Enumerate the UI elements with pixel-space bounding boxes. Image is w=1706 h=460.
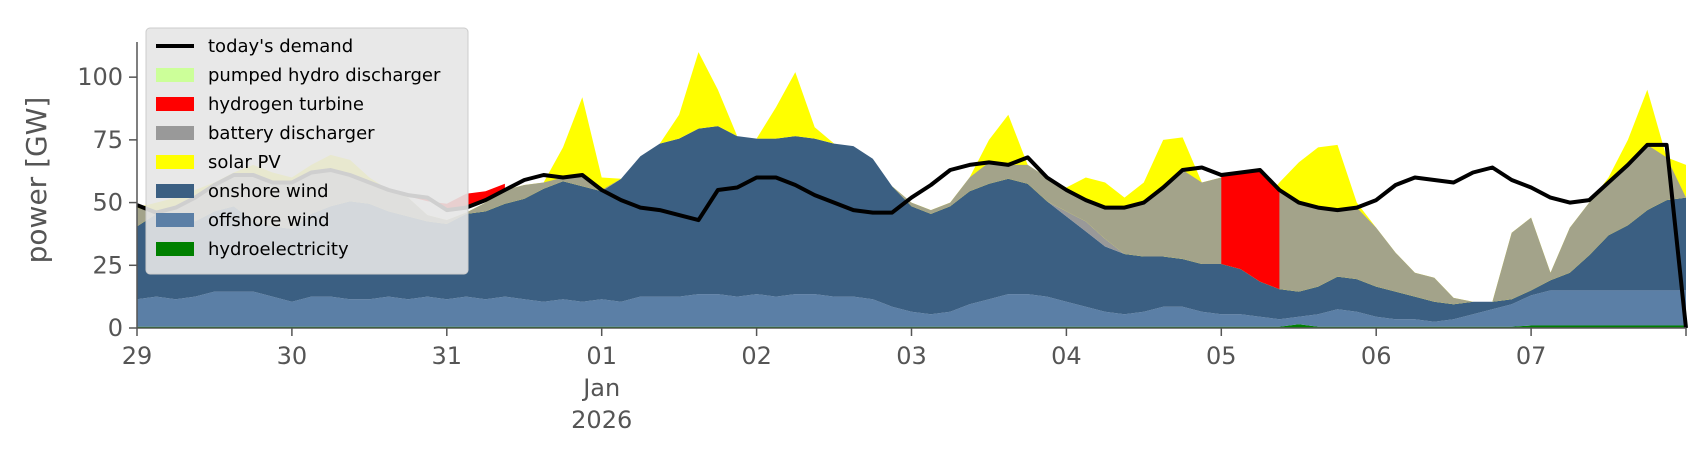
x-tick-label: 07 (1516, 342, 1547, 370)
legend-label: pumped hydro discharger (208, 65, 441, 86)
x-tick-label: 04 (1051, 342, 1082, 370)
x-tick-label: 30 (277, 342, 308, 370)
legend-swatch (156, 184, 194, 198)
y-tick-label: 50 (92, 189, 123, 217)
legend-swatch (156, 155, 194, 169)
legend-swatch (156, 242, 194, 256)
legend-label: offshore wind (208, 210, 330, 231)
x-tick-sublabel: Jan (581, 374, 620, 402)
x-tick-label: 29 (122, 342, 153, 370)
y-axis-label: power [GW] (20, 97, 53, 264)
area-hydroelectricity (137, 324, 1686, 328)
x-tick-label: 05 (1206, 342, 1237, 370)
area-battery-envelope (137, 126, 1686, 305)
legend-label: battery discharger (208, 123, 375, 144)
legend-label: hydrogen turbine (208, 94, 364, 115)
legend-label: hydroelectricity (208, 239, 349, 260)
x-tick-label: 02 (741, 342, 772, 370)
y-tick-label: 25 (92, 251, 123, 279)
x-tick-sublabel: 2026 (571, 406, 632, 434)
legend-swatch (156, 97, 194, 111)
y-tick-label: 0 (108, 314, 123, 342)
axes: 0 25 50 75 100 29 30 31 01 Jan 2026 02 03 04 05 06 07 (77, 42, 1687, 434)
legend-label: solar PV (208, 152, 281, 173)
legend-swatch (156, 126, 194, 140)
legend-label: onshore wind (208, 181, 329, 202)
legend: today's demand pumped hydro discharger hyd… (145, 27, 469, 275)
area-offshore-wind (137, 290, 1686, 327)
x-tick-label: 01 (586, 342, 617, 370)
legend-swatch (156, 213, 194, 227)
legend-label: today's demand (208, 36, 353, 57)
legend-swatch (156, 68, 194, 82)
area-hydrogen-0 (1221, 170, 1280, 290)
legend-box (145, 27, 469, 275)
x-tick-label: 06 (1361, 342, 1392, 370)
x-tick-label: 03 (896, 342, 927, 370)
y-tick-label: 75 (92, 126, 123, 154)
area-onshore-wind (137, 126, 1686, 322)
y-tick-label: 100 (77, 63, 123, 91)
x-tick-label: 31 (432, 342, 463, 370)
